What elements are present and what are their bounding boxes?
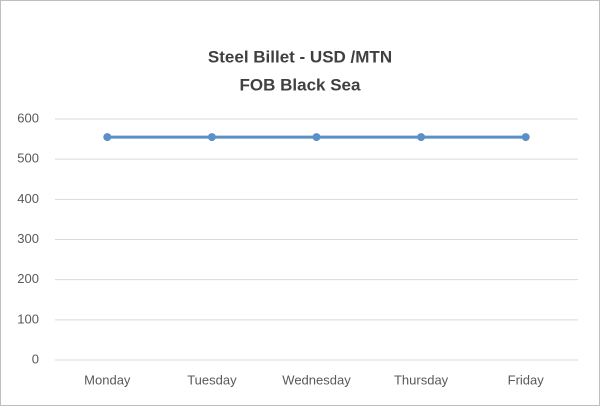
data-point [417,133,426,142]
y-tick-label: 600 [17,110,39,125]
x-tick-label: Monday [84,372,131,387]
data-point [103,133,112,142]
y-tick-label: 400 [17,191,39,206]
chart-title: Steel Billet - USD /MTN [208,47,392,66]
y-tick-label: 100 [17,311,39,326]
y-tick-label: 200 [17,271,39,286]
y-tick-label: 500 [17,151,39,166]
y-tick-label: 0 [32,351,39,366]
x-tick-label: Thursday [394,372,449,387]
data-point [312,133,321,142]
x-tick-label: Tuesday [187,372,237,387]
data-point [521,133,530,142]
y-tick-label: 300 [17,231,39,246]
data-point [207,133,216,142]
x-tick-label: Wednesday [282,372,351,387]
chart-subtitle: FOB Black Sea [240,75,361,94]
x-tick-label: Friday [508,372,545,387]
